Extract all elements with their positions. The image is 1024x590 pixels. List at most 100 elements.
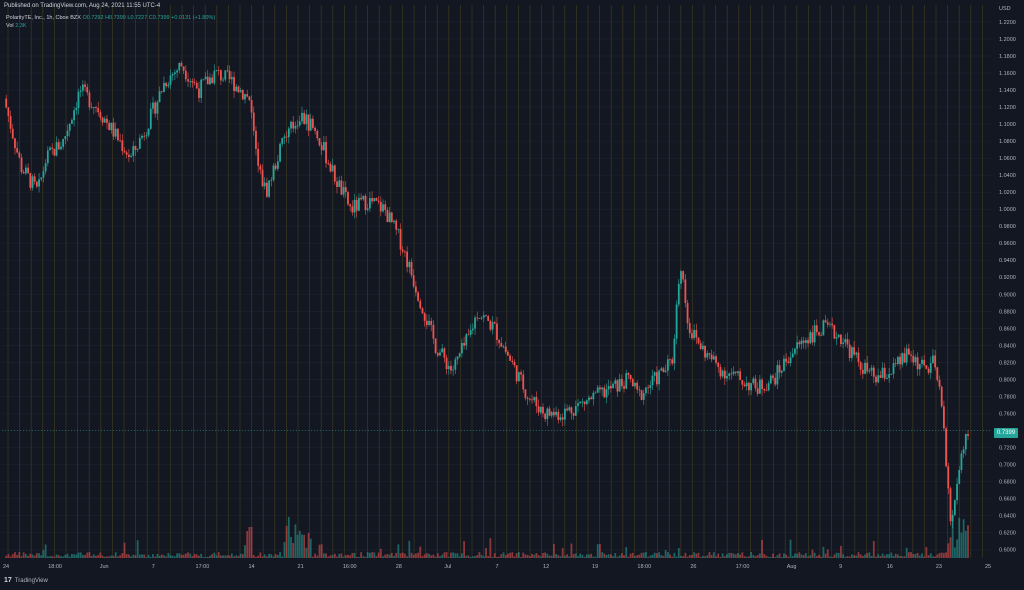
volume-bar xyxy=(881,553,884,558)
tradingview-logo[interactable]: 17 TradingView xyxy=(4,577,48,584)
volume-bar xyxy=(375,556,378,558)
y-tick-label: 0.8800 xyxy=(999,309,1016,315)
candle-body xyxy=(336,181,338,187)
volume-bar xyxy=(169,555,172,558)
candle-body xyxy=(476,317,479,319)
candle-body xyxy=(432,324,435,339)
volume-bar xyxy=(439,556,441,558)
candle-body xyxy=(910,354,912,356)
volume-bar xyxy=(758,553,761,558)
volume-bar xyxy=(496,556,498,558)
y-tick-label: 0.6400 xyxy=(999,513,1016,519)
candle-body xyxy=(899,356,901,365)
candle-body xyxy=(149,108,152,129)
volume-bar xyxy=(890,552,893,558)
volume-bar xyxy=(202,556,205,558)
candle-body xyxy=(395,220,398,230)
volume-bar xyxy=(507,553,509,558)
candle-body xyxy=(443,348,446,358)
candle-body xyxy=(765,390,768,392)
volume-bar xyxy=(750,552,752,558)
volume-bar xyxy=(266,556,268,558)
volume-bar xyxy=(691,554,693,558)
y-tick-label: 1.0000 xyxy=(999,207,1016,213)
candle-body xyxy=(607,386,610,390)
candle-body xyxy=(831,323,834,326)
volume-bar xyxy=(99,552,102,558)
candle-body xyxy=(285,136,288,138)
candle-body xyxy=(134,146,137,150)
candle-body xyxy=(195,82,198,89)
candle-body xyxy=(544,413,547,420)
volume-bar xyxy=(609,554,612,558)
volume-bar xyxy=(211,554,214,558)
volume-bar xyxy=(138,554,141,558)
volume-bar xyxy=(344,555,347,558)
candle-body xyxy=(228,70,231,80)
volume-bar xyxy=(9,556,12,558)
published-banner: Published on TradingView.com, Aug 24, 20… xyxy=(4,3,161,9)
candle-body xyxy=(274,165,277,169)
x-tick-label: Aug xyxy=(787,564,797,570)
volume-bar xyxy=(570,543,573,558)
candle-body xyxy=(826,322,829,325)
candle-body xyxy=(272,165,275,180)
candle-body xyxy=(75,108,78,111)
candle-body xyxy=(250,100,253,113)
volume-bar xyxy=(712,552,715,558)
candle-body xyxy=(163,82,165,92)
volume-bar xyxy=(767,556,770,558)
volume-bar xyxy=(962,519,965,558)
candle-body xyxy=(743,384,746,387)
candle-body xyxy=(588,397,590,401)
candle-body xyxy=(123,151,126,153)
candle-body xyxy=(9,116,12,129)
candle-body xyxy=(439,352,441,356)
y-tick-label: 0.9400 xyxy=(999,258,1016,264)
volume-bar xyxy=(677,548,680,558)
candle-body xyxy=(358,197,360,211)
volume-bar xyxy=(55,554,58,558)
candle-body xyxy=(577,403,579,407)
volume-bar xyxy=(461,553,463,558)
candle-body xyxy=(791,353,794,358)
candle-body xyxy=(349,204,352,207)
volume-bar xyxy=(574,553,577,558)
candle-body xyxy=(752,378,755,384)
candle-body xyxy=(967,434,969,436)
candle-body xyxy=(452,369,455,371)
y-tick-label: 0.7600 xyxy=(999,411,1016,417)
volume-bar xyxy=(896,554,899,558)
candle-body xyxy=(485,315,487,317)
volume-bar xyxy=(728,552,731,558)
volume-bar xyxy=(960,532,963,558)
candle-body xyxy=(46,150,49,164)
candle-body xyxy=(934,355,937,368)
candle-body xyxy=(331,165,334,172)
volume-bar xyxy=(434,556,437,558)
candle-body xyxy=(399,229,402,250)
candle-body xyxy=(226,70,229,72)
volume-bar xyxy=(662,555,665,558)
volume-bar xyxy=(910,552,912,558)
candle-body xyxy=(693,329,696,339)
volume-bar xyxy=(502,552,505,558)
volume-bar xyxy=(616,556,619,558)
candle-body xyxy=(583,401,586,404)
volume-bar xyxy=(338,553,341,558)
candle-body xyxy=(127,154,130,158)
volume-bar xyxy=(835,552,838,558)
candle-body xyxy=(11,128,14,139)
candle-body xyxy=(384,204,387,210)
volume-bar xyxy=(469,556,472,558)
volume-bar xyxy=(421,556,424,558)
candle-body xyxy=(537,406,540,413)
y-tick-label: 0.6200 xyxy=(999,530,1016,536)
volume-bar xyxy=(257,555,260,558)
volume-bar xyxy=(106,556,108,558)
volume-bar xyxy=(209,555,211,558)
candle-body xyxy=(268,180,270,197)
volume-bar xyxy=(66,553,69,558)
